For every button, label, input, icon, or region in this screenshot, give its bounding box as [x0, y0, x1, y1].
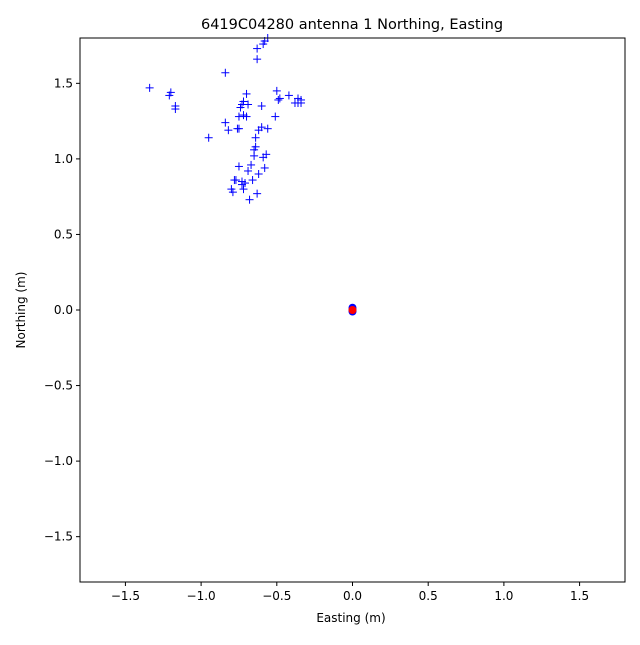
- y-axis-ticks: −1.5 −1.0 −0.5 0.0 0.5 1.0 1.5: [44, 76, 80, 544]
- y-tick-label: 0.5: [54, 227, 73, 241]
- data-point-plus: [244, 100, 253, 109]
- x-tick-label: 1.5: [570, 589, 589, 603]
- data-point-plus: [247, 160, 256, 169]
- data-point-plus: [275, 94, 284, 103]
- data-point-plus: [224, 126, 233, 135]
- data-point-plus: [241, 179, 250, 188]
- y-tick-label: −1.0: [44, 454, 73, 468]
- data-point-plus: [250, 151, 259, 160]
- data-point-plus: [272, 86, 281, 95]
- y-tick-label: 1.5: [54, 76, 73, 90]
- data-point-plus: [253, 189, 262, 198]
- data-point-plus: [290, 98, 299, 107]
- data-point-plus: [204, 133, 213, 142]
- data-point-plus: [233, 124, 242, 133]
- data-point-plus: [230, 176, 239, 185]
- data-point-red-dot: [348, 306, 357, 314]
- x-tick-label: −1.5: [111, 589, 140, 603]
- x-axis-label: Easting (m): [316, 611, 385, 625]
- data-point-plus: [263, 124, 272, 133]
- data-point-plus: [274, 95, 283, 104]
- data-point-plus: [239, 185, 248, 194]
- data-point-plus: [236, 103, 245, 112]
- x-tick-label: −0.5: [262, 589, 291, 603]
- data-point-plus: [221, 118, 230, 127]
- y-tick-label: 1.0: [54, 152, 73, 166]
- x-tick-label: 0.5: [419, 589, 438, 603]
- x-axis-ticks: −1.5 −1.0 −0.5 0.0 0.5 1.0 1.5: [111, 582, 589, 603]
- x-tick-label: 1.0: [494, 589, 513, 603]
- data-point-plus: [221, 68, 230, 77]
- data-point-plus: [242, 112, 251, 121]
- data-point-plus: [257, 102, 266, 110]
- data-point-plus: [248, 176, 257, 185]
- data-point-plus: [260, 163, 269, 172]
- chart-title: 6419C04280 antenna 1 Northing, Easting: [201, 17, 503, 33]
- y-tick-label: 0.0: [54, 303, 73, 317]
- x-tick-label: 0.0: [343, 589, 362, 603]
- data-point-plus: [145, 83, 154, 92]
- data-point-plus: [253, 44, 262, 53]
- y-tick-label: −1.5: [44, 530, 73, 544]
- data-point-plus: [245, 195, 254, 204]
- data-point-plus: [165, 91, 174, 100]
- data-point-plus: [251, 133, 260, 142]
- x-tick-label: −1.0: [187, 589, 216, 603]
- data-point-plus: [284, 91, 293, 100]
- plot-frame: [79, 37, 626, 583]
- data-point-plus: [228, 188, 237, 197]
- data-point-plus: [234, 112, 243, 121]
- y-tick-label: −0.5: [44, 379, 73, 393]
- data-point-plus: [259, 40, 268, 49]
- data-point-plus: [253, 55, 262, 64]
- data-point-plus: [254, 126, 263, 135]
- data-point-plus: [259, 153, 268, 162]
- data-point-plus: [171, 105, 180, 114]
- data-point-plus: [271, 112, 280, 121]
- data-point-plus: [242, 89, 251, 98]
- y-axis-label: Northing (m): [14, 272, 28, 349]
- plot-area: [145, 34, 357, 316]
- data-point-plus: [244, 166, 253, 175]
- data-point-plus: [254, 170, 263, 178]
- data-point-plus: [234, 162, 243, 171]
